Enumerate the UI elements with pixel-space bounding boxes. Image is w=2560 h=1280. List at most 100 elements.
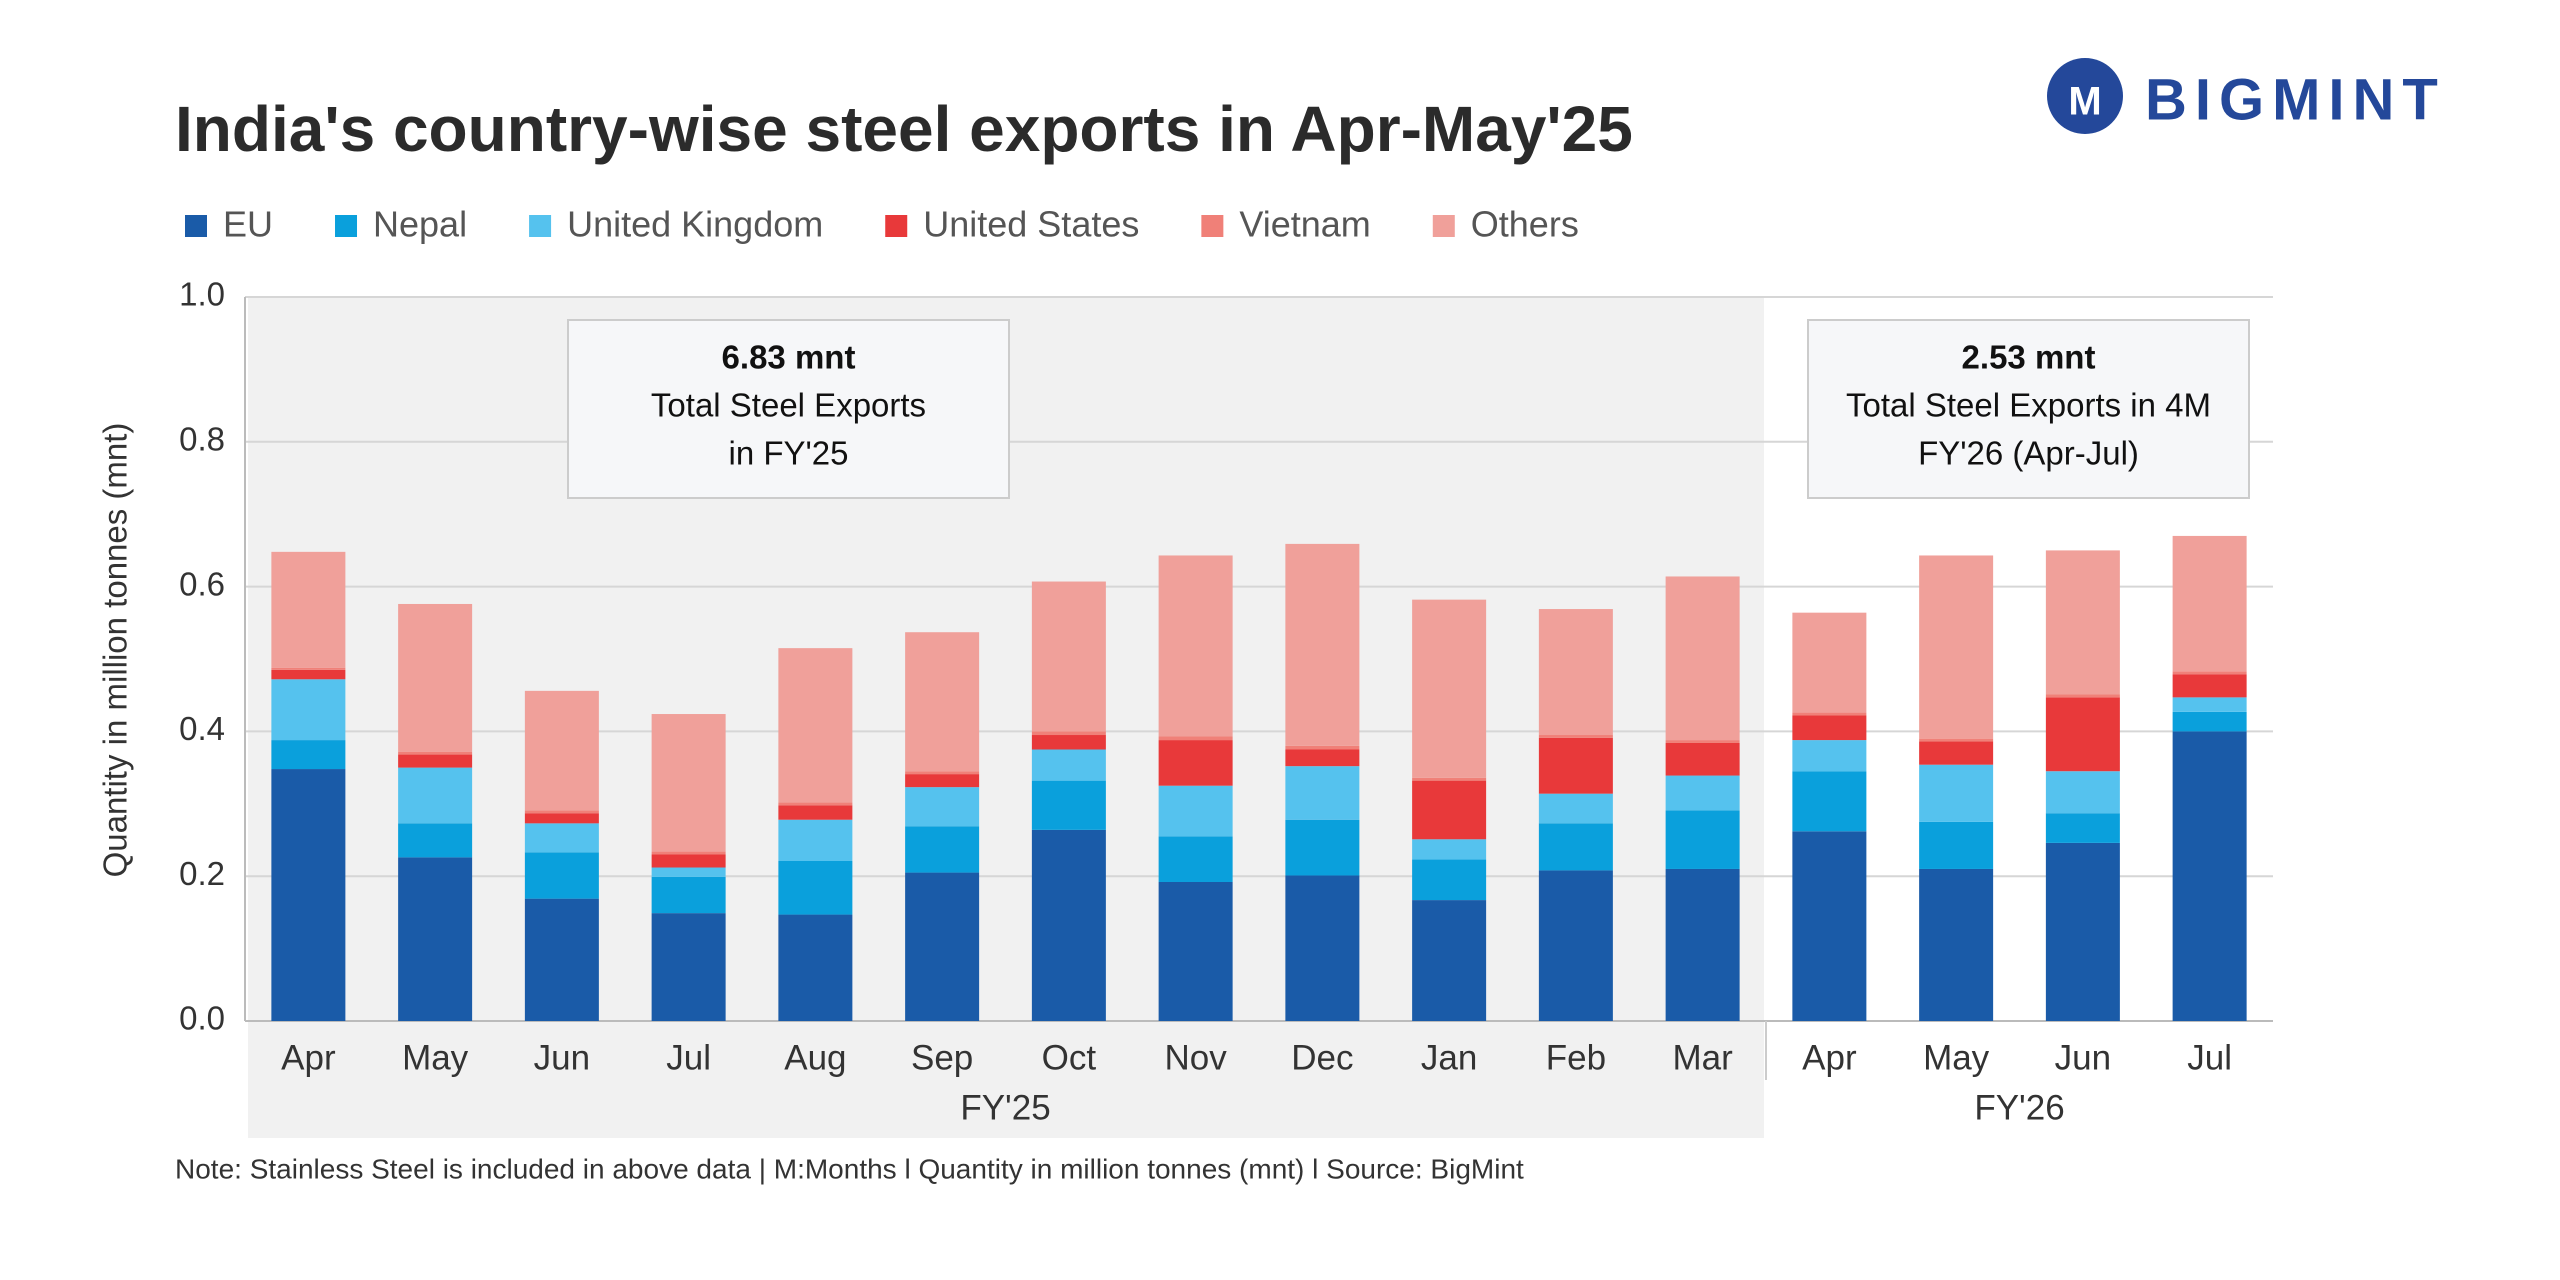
bar-segment	[271, 740, 346, 770]
bar-segment	[1538, 735, 1613, 738]
bar-segment	[1031, 735, 1106, 750]
bar-segment	[1792, 715, 1867, 741]
bar-segment	[2172, 674, 2247, 698]
bar-segment	[1919, 741, 1994, 765]
bar-segment	[2172, 731, 2247, 1021]
bar-segment	[905, 774, 980, 788]
legend-swatch	[529, 215, 552, 237]
bar-segment	[1665, 775, 1740, 811]
bar-segment	[651, 714, 726, 852]
bar-segment	[1665, 868, 1740, 1021]
bar-segment	[2045, 550, 2120, 695]
bar-segment	[778, 914, 853, 1021]
bar-segment	[1031, 749, 1106, 781]
bar-segment	[2172, 711, 2247, 732]
bar-segment	[1538, 737, 1613, 794]
bar-segment	[651, 867, 726, 877]
bar-segment	[651, 913, 726, 1021]
annotation-text: 2.53 mnt	[1962, 339, 2096, 376]
bar-segment	[1538, 793, 1613, 824]
x-tick-label: Oct	[1042, 1038, 1097, 1077]
x-tick-label: Jul	[2187, 1038, 2232, 1077]
bar-segment	[778, 648, 853, 803]
bar-segment	[2045, 694, 2120, 698]
bar-segment	[1792, 712, 1867, 716]
bar-segment	[1665, 740, 1740, 743]
bar-segment	[1158, 836, 1233, 882]
bar-segment	[1285, 745, 1360, 750]
x-tick-label: Jun	[2055, 1038, 2111, 1077]
annotation-box	[567, 319, 1010, 499]
y-tick-label: 0.6	[179, 565, 225, 602]
bar-segment	[1665, 742, 1740, 776]
bar-segment	[524, 852, 599, 899]
x-tick-label: Jun	[534, 1038, 590, 1077]
y-tick-label: 1.0	[179, 276, 225, 313]
bar-segment	[1285, 749, 1360, 767]
note: Note: Stainless Steel is included in abo…	[175, 1153, 1524, 1184]
bar-segment	[1919, 764, 1994, 822]
legend-label: United States	[923, 204, 1139, 245]
annotation-text: in FY'25	[728, 435, 848, 472]
x-tick-label: Sep	[911, 1038, 973, 1077]
bar-segment	[651, 876, 726, 914]
bar-segment	[1031, 780, 1106, 830]
legend-swatch	[885, 215, 908, 237]
bar-segment	[1412, 839, 1487, 860]
bar-segment	[1919, 821, 1994, 869]
bar-segment	[271, 769, 346, 1021]
y-tick-label: 0.8	[179, 421, 225, 458]
bar-segment	[1285, 819, 1360, 876]
x-tick-label: May	[1923, 1038, 1990, 1077]
bar-segment	[905, 826, 980, 873]
bar-segment	[1412, 780, 1487, 840]
bar-segment	[1031, 581, 1106, 732]
x-tick-label: Jan	[1421, 1038, 1477, 1077]
annotation-text: FY'26 (Apr-Jul)	[1918, 435, 2139, 472]
bar-segment	[905, 787, 980, 827]
bar-segment	[1285, 875, 1360, 1021]
bar-segment	[778, 819, 853, 861]
bar-segment	[1919, 738, 1994, 742]
x-tick-label: Apr	[1802, 1038, 1857, 1077]
bar-segment	[271, 667, 346, 670]
bar-segment	[1538, 609, 1613, 736]
bar-segment	[1158, 881, 1233, 1021]
bar-segment	[524, 898, 599, 1021]
legend-label: Nepal	[373, 204, 467, 245]
bar-segment	[398, 857, 473, 1021]
legend-label: Others	[1471, 204, 1579, 245]
legend-swatch	[1432, 215, 1455, 237]
bar-segment	[1285, 766, 1360, 820]
bar-segment	[1665, 576, 1740, 741]
bar-segment	[1538, 870, 1613, 1021]
logo: M BIGMINT	[2047, 58, 2438, 134]
bar-segment	[1285, 543, 1360, 746]
bar-segment	[1412, 599, 1487, 778]
bar-segment	[1792, 612, 1867, 713]
bar-segment	[1665, 810, 1740, 869]
bar-segment	[778, 860, 853, 915]
bar-segment	[1031, 731, 1106, 736]
bar-segment	[778, 802, 853, 806]
annotation-text: Total Steel Exports	[651, 387, 926, 424]
bar-segment	[1792, 831, 1867, 1021]
x-tick-label: Apr	[281, 1038, 336, 1077]
bar-segment	[398, 751, 473, 755]
bar-segment	[271, 551, 346, 668]
bar-segment	[905, 771, 980, 775]
legend-swatch	[1201, 215, 1224, 237]
bar-segment	[1919, 868, 1994, 1021]
x-tick-label: Feb	[1546, 1038, 1606, 1077]
group-label: FY'25	[960, 1088, 1050, 1127]
bar-segment	[1412, 900, 1487, 1021]
bar-segment	[398, 823, 473, 858]
bar-segment	[524, 690, 599, 811]
bar-segment	[1412, 859, 1487, 901]
bar-segment	[778, 805, 853, 820]
bar-segment	[1412, 777, 1487, 781]
bar-segment	[2172, 535, 2247, 672]
legend-swatch	[335, 215, 358, 237]
x-tick-label: May	[402, 1038, 469, 1077]
